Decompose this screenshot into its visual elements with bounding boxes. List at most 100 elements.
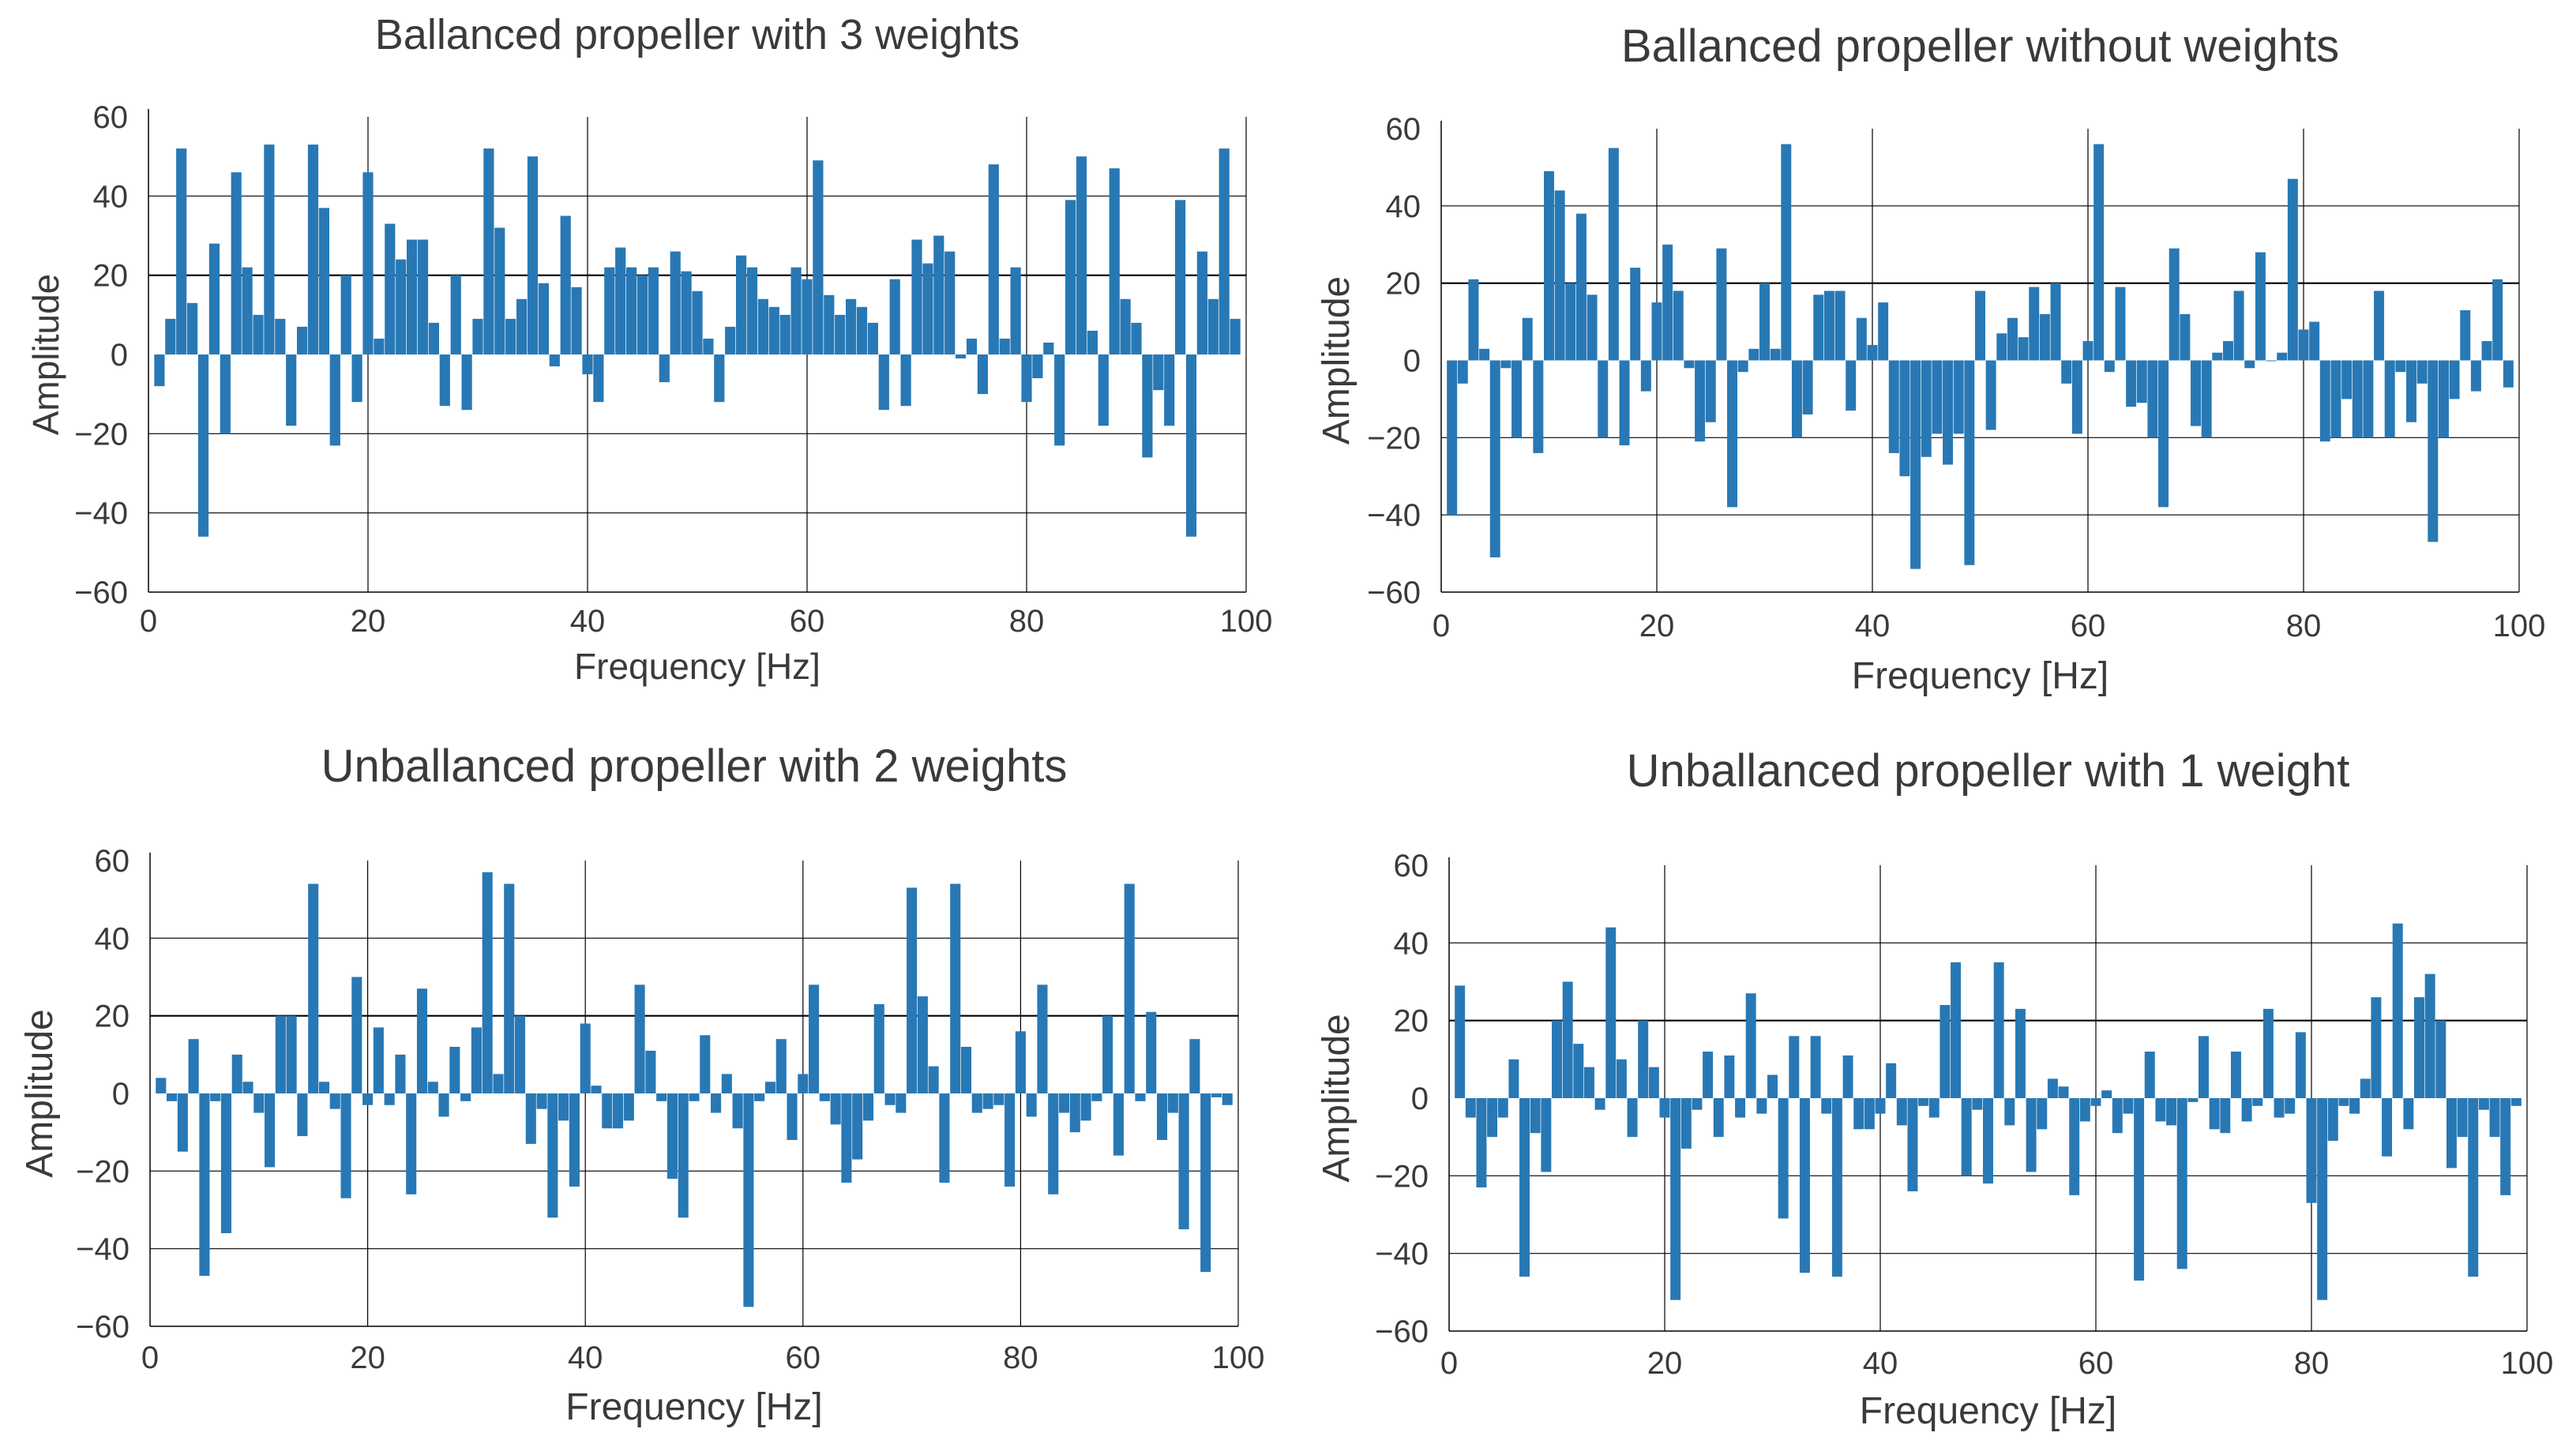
bar: [1476, 1098, 1487, 1188]
bar: [2510, 1098, 2522, 1106]
bar: [505, 318, 516, 354]
bar: [525, 1093, 536, 1144]
bar: [933, 235, 944, 354]
y-tick-label: 60: [95, 844, 130, 879]
bar: [1630, 268, 1641, 361]
bar: [1921, 360, 1932, 457]
bar: [700, 1035, 711, 1093]
bar: [1565, 283, 1576, 361]
bar: [1174, 200, 1186, 354]
bar: [1043, 342, 1054, 354]
x-tick-label: 20: [351, 604, 386, 639]
bar: [1447, 360, 1458, 516]
bar: [2233, 291, 2244, 361]
bar: [504, 883, 515, 1093]
bar: [2037, 1098, 2048, 1130]
bars: [154, 144, 1241, 537]
bars: [156, 872, 1233, 1307]
bar: [1856, 317, 1867, 361]
bar: [471, 1027, 482, 1093]
bar: [1695, 360, 1706, 442]
y-tick-label: 20: [1386, 267, 1421, 302]
bar: [2134, 1098, 2145, 1281]
x-tick-label: 40: [568, 1341, 603, 1375]
bar: [1500, 360, 1511, 369]
bar: [1605, 927, 1617, 1098]
bar: [735, 255, 747, 354]
bar: [297, 1093, 308, 1137]
bar: [208, 243, 220, 354]
bar: [1640, 360, 1651, 392]
bar: [2414, 997, 2424, 1098]
bar: [438, 1093, 449, 1117]
bar: [1054, 354, 1065, 446]
bar: [1573, 1044, 1584, 1098]
bar: [2438, 360, 2449, 438]
bar: [1544, 171, 1554, 361]
bar: [2309, 321, 2320, 361]
bar: [1457, 360, 1468, 384]
y-tick-label: −40: [1367, 498, 1421, 533]
x-tick-label: 0: [140, 604, 157, 639]
bar: [385, 223, 396, 354]
bar: [1479, 348, 1490, 361]
bar: [308, 883, 319, 1093]
bar: [154, 354, 165, 387]
bar: [1131, 322, 1142, 354]
bar: [813, 160, 824, 354]
bar: [1455, 985, 1466, 1098]
bar: [373, 1027, 384, 1093]
bar: [1823, 291, 1834, 361]
bar: [1648, 1067, 1659, 1098]
y-tick-label: 0: [1403, 344, 1421, 379]
bar: [374, 338, 385, 354]
y-tick-label: −20: [76, 1154, 130, 1189]
bar: [1010, 267, 1021, 354]
chart-title: Unballanced propeller with 2 weights: [321, 741, 1068, 792]
bar: [1756, 1098, 1767, 1114]
bar: [2478, 1098, 2489, 1110]
y-tick-label: 0: [112, 1077, 130, 1112]
bar: [1781, 144, 1792, 361]
bar: [944, 251, 956, 354]
bar: [296, 326, 308, 354]
bar: [2470, 360, 2481, 392]
bar: [167, 1093, 178, 1101]
bar: [939, 1093, 950, 1183]
bar: [1048, 1093, 1059, 1194]
bar: [787, 1093, 798, 1140]
bar: [2069, 1098, 2080, 1195]
bar: [1015, 1031, 1026, 1093]
bar: [656, 1093, 667, 1101]
bar: [2123, 1098, 2134, 1114]
bar: [1727, 360, 1738, 508]
bar: [2395, 360, 2406, 373]
bar: [798, 1074, 809, 1093]
x-tick-label: 40: [1855, 609, 1891, 643]
bar: [1102, 1015, 1113, 1093]
x-tick-label: 60: [786, 1341, 821, 1375]
bar: [461, 354, 472, 411]
bar: [1961, 1098, 1972, 1176]
x-tick-label: 60: [2078, 1346, 2114, 1381]
bar: [1638, 1020, 1649, 1098]
bar: [2449, 360, 2460, 399]
bar: [966, 338, 978, 354]
bar: [917, 996, 928, 1093]
bar: [2079, 1098, 2090, 1122]
bar: [186, 302, 198, 354]
chart-panel-bottom-left: Unballanced propeller with 2 weights −60 −…: [0, 726, 1279, 1455]
bar: [2341, 360, 2353, 399]
bar: [1651, 302, 1662, 361]
bar: [265, 1093, 276, 1168]
bar: [1200, 1093, 1211, 1273]
bar: [395, 1054, 406, 1093]
bar: [2201, 360, 2212, 438]
bar: [1910, 360, 1921, 569]
bar: [2050, 283, 2061, 361]
bar: [2222, 341, 2233, 361]
bar: [689, 1093, 700, 1101]
bar: [1552, 1020, 1562, 1098]
x-tick-label: 0: [141, 1341, 159, 1375]
bar: [1211, 1093, 1222, 1097]
